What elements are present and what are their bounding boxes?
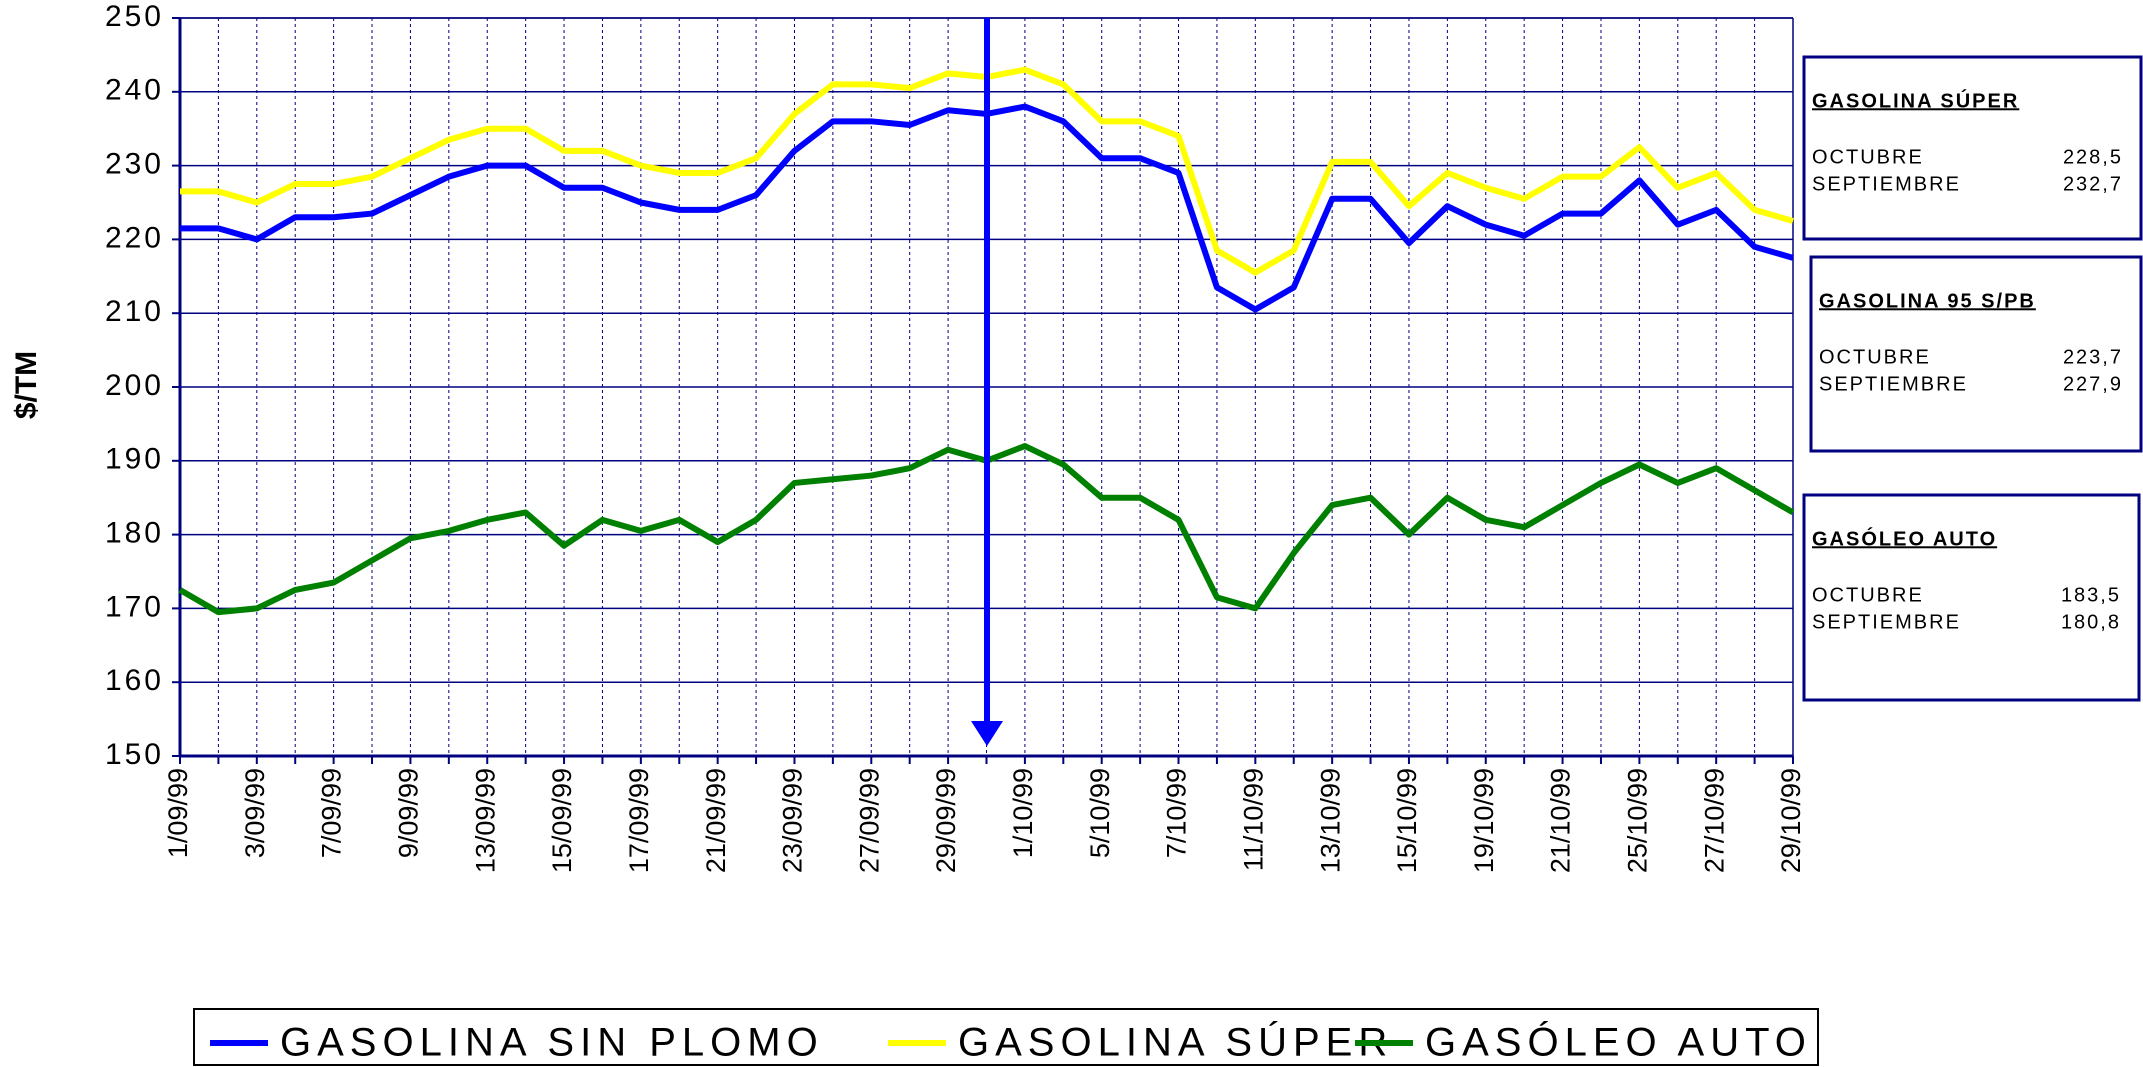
panel-row-value: 183,5 [2061,584,2121,606]
x-tick-label: 27/09/99 [854,768,884,873]
x-tick-label: 13/10/99 [1315,768,1345,873]
y-tick-label: 160 [105,664,164,697]
panel-row-value: 223,7 [2063,346,2123,368]
y-axis-label: $/TM [10,351,43,419]
y-tick-label: 190 [105,443,164,476]
legend [193,1008,1819,1066]
panel-row-label: OCTUBRE [1812,146,1924,168]
x-tick-label: 21/10/99 [1546,768,1576,873]
y-tick-label: 210 [105,295,164,328]
y-tick-label: 170 [105,590,164,623]
info-panel [1802,493,2141,702]
x-tick-label: 19/10/99 [1469,768,1499,873]
x-tick-label: 5/10/99 [1085,768,1115,858]
x-tick-label: 3/09/99 [240,768,270,858]
panel-row-label: OCTUBRE [1819,346,1931,368]
y-tick-label: 230 [105,148,164,181]
x-tick-label: 29/09/99 [931,768,961,873]
panel-title: GASOLINA 95 S/PB [1819,290,2036,312]
panel-title: GASÓLEO AUTO [1812,526,1997,550]
panel-row-value: 232,7 [2063,173,2123,195]
legend-label: GASOLINA SIN PLOMO [280,1021,824,1065]
x-tick-label: 27/10/99 [1699,768,1729,873]
y-tick-label: 220 [105,221,164,254]
panel-row-label: SEPTIEMBRE [1812,173,1961,195]
x-tick-label: 7/09/99 [317,768,347,858]
panel-row-value: 228,5 [2063,146,2123,168]
y-tick-label: 200 [105,369,164,402]
info-panel [1802,55,2143,241]
x-tick-label: 1/09/99 [163,768,193,858]
x-tick-label: 23/09/99 [778,768,808,873]
legend-label: GASÓLEO AUTO [1425,1020,1812,1065]
info-panel [1809,255,2143,453]
x-tick-label: 13/09/99 [470,768,500,873]
legend-label: GASOLINA SÚPER [958,1020,1393,1065]
arrow-head [971,721,1003,746]
x-tick-label: 25/10/99 [1623,768,1653,873]
x-tick-label: 11/10/99 [1238,768,1268,871]
x-tick-label: 17/09/99 [624,768,654,873]
x-tick-label: 1/10/99 [1008,768,1038,858]
panel-row-label: SEPTIEMBRE [1819,373,1968,395]
x-tick-label: 15/09/99 [547,768,577,873]
panel-row-label: SEPTIEMBRE [1812,611,1961,633]
y-tick-label: 240 [105,74,164,107]
x-tick-label: 9/09/99 [394,768,424,858]
panel-row-value: 227,9 [2063,373,2123,395]
panel-row-label: OCTUBRE [1812,584,1924,606]
x-tick-label: 29/10/99 [1776,768,1806,873]
y-tick-label: 180 [105,517,164,550]
x-tick-label: 21/09/99 [701,768,731,873]
y-tick-label: 150 [105,738,164,771]
x-tick-label: 15/10/99 [1392,768,1422,873]
y-tick-label: 250 [105,0,164,33]
panel-title: GASOLINA SÚPER [1812,88,2019,112]
x-tick-label: 7/10/99 [1162,768,1192,858]
panel-row-value: 180,8 [2061,611,2121,633]
